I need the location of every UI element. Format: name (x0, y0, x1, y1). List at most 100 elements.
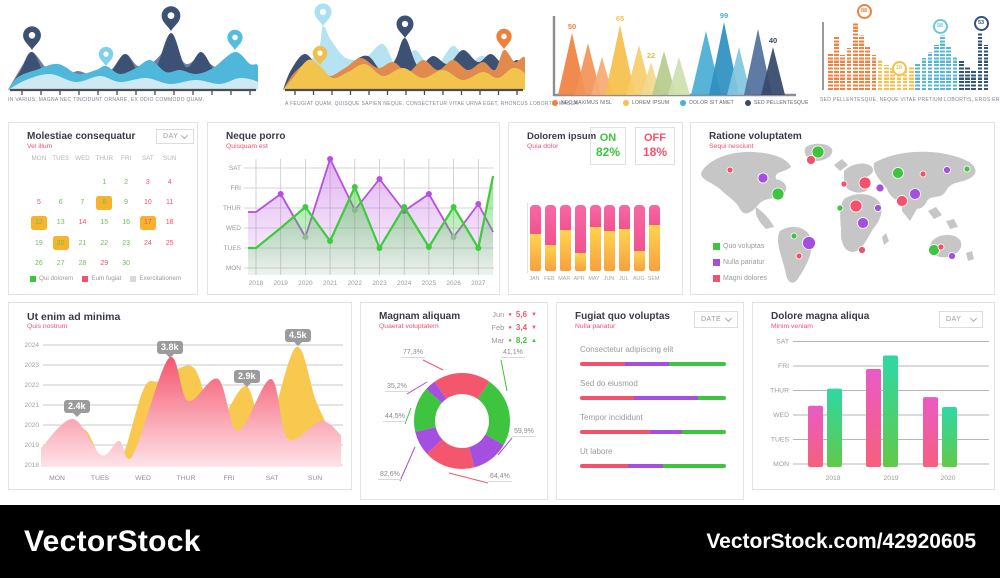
calendar-date[interactable]: 5 (36, 199, 41, 207)
calendar-date[interactable]: 28 (78, 260, 87, 268)
calendar-date[interactable]: 8 (96, 195, 113, 210)
legend-item: Eum fugiat (82, 275, 121, 282)
svg-text:2018: 2018 (825, 475, 840, 482)
svg-text:2026: 2026 (446, 280, 461, 287)
panel-title: Dolore magna aliqua (771, 311, 870, 322)
chevron-down-icon (724, 314, 733, 323)
month-label: APR (573, 276, 585, 282)
dashed-bar-columns (828, 22, 990, 90)
wave-chart-blue (8, 6, 258, 95)
dashed-bar (915, 63, 920, 90)
off-indicator: OFF 18% (635, 127, 675, 165)
day-dropdown[interactable]: DAY (939, 311, 983, 328)
progress-list-panel: Fugiat quo voluptas Nulla pariatur DATE … (556, 302, 744, 500)
day-dropdown-value: DAY (946, 316, 962, 323)
svg-text:FRI: FRI (778, 363, 789, 370)
calendar-date[interactable]: 3 (145, 178, 150, 186)
svg-text:SAT: SAT (266, 475, 279, 482)
weekday-label: THUR (95, 155, 114, 162)
legend-item: Quo voluptas (713, 243, 767, 250)
stat-row: Mar ● 8,2 ▲ (491, 336, 537, 345)
calendar-date[interactable]: 4 (167, 178, 172, 186)
calendar-panel: Molestiae consequatur Vel illum DAY MON T… (8, 122, 198, 295)
svg-text:65: 65 (616, 14, 624, 23)
svg-text:SAT: SAT (776, 339, 789, 346)
svg-text:2020: 2020 (298, 280, 313, 287)
value-tag: 3.8k (157, 341, 183, 358)
world-map-panel: Ratione voluptatem Sequi nesciunt (690, 122, 995, 295)
calendar-date[interactable]: 21 (78, 239, 87, 247)
calendar-date[interactable]: 18 (165, 219, 174, 227)
svg-text:2027: 2027 (471, 280, 486, 287)
watermark-url: VectorStock.com/42920605 (706, 529, 976, 553)
donut-percentage-label: 77,3% (401, 349, 425, 358)
calendar-date[interactable]: 9 (124, 199, 129, 207)
legend-item: Magni dolores (713, 275, 767, 282)
calendar-date[interactable]: 24 (143, 239, 152, 247)
svg-text:2019: 2019 (25, 442, 40, 449)
calendar-date[interactable]: 17 (139, 215, 156, 230)
calendar-date[interactable]: 11 (166, 199, 174, 207)
calendar-date[interactable]: 6 (58, 199, 63, 207)
calendar-date[interactable]: 13 (56, 219, 65, 227)
legend-item: Exercitationem (130, 275, 181, 282)
watermark-bar: VectorStock VectorStock.com/42920605 (0, 505, 1000, 578)
dashed-bar (971, 71, 976, 90)
world-map (701, 143, 976, 283)
donut-percentage-label: 59,9% (512, 428, 536, 437)
calendar-grid: 1 2 3 4 5 6 7 8 9 10 11 12 13 14 15 16 17 18 19 20 21 22 23 24 2… (28, 172, 181, 274)
calendar-date[interactable]: 12 (30, 215, 47, 230)
svg-text:FRI: FRI (224, 475, 235, 482)
calendar-date[interactable]: 16 (122, 219, 130, 227)
calendar-date[interactable]: 2 (124, 178, 129, 186)
dashed-bar (859, 35, 864, 90)
panel-subtitle: Quisquam est (226, 143, 268, 150)
on-indicator: ON 82% (590, 127, 626, 165)
date-dropdown[interactable]: DATE (694, 311, 738, 328)
calendar-date[interactable]: 26 (35, 260, 43, 268)
area-chart-panel: Ut enim ad minima Quis nostrum 2018 2019 2… (8, 302, 352, 490)
svg-text:2025: 2025 (422, 280, 437, 287)
weekday-label: TUES (52, 155, 70, 162)
peaks-chart: 50 65 22 99 40 (552, 11, 796, 97)
progress-bar (580, 396, 726, 400)
stacked-bar (619, 205, 631, 271)
calendar-date[interactable]: 14 (78, 219, 87, 227)
day-dropdown[interactable]: DAY (156, 129, 194, 144)
svg-text:TUES: TUES (91, 475, 110, 482)
svg-text:2023: 2023 (25, 362, 40, 369)
svg-text:2024: 2024 (397, 280, 412, 287)
svg-text:99: 99 (720, 11, 728, 20)
legend-item: DOLOR SIT AMET (680, 100, 734, 106)
calendar-date[interactable]: 20 (52, 236, 69, 251)
stacked-bar (649, 205, 661, 271)
calendar-date[interactable]: 23 (122, 239, 130, 247)
calendar-date[interactable]: 22 (100, 239, 109, 247)
area-chart: 2018 2019 2020 2021 2022 2023 2024 MON TUES WED TH… (25, 342, 343, 482)
dashed-bar (834, 36, 839, 90)
stats-list: Jun ● 5,6 ▼ Feb ● 3,4 ▼ Mar ● 8,2 ▲ (491, 310, 537, 349)
dashed-bar (871, 55, 877, 90)
calendar-date[interactable]: 27 (56, 260, 65, 268)
svg-text:THUR: THUR (770, 388, 789, 395)
donut-chart (399, 359, 513, 484)
calendar-date[interactable]: 29 (100, 260, 109, 268)
dashed-bar (958, 61, 964, 90)
month-label: JUL (618, 276, 629, 282)
svg-text:TUES: TUES (224, 245, 242, 252)
calendar-date[interactable]: 10 (143, 199, 152, 207)
calendar-date[interactable]: 7 (80, 199, 85, 207)
calendar-date[interactable]: 15 (100, 219, 109, 227)
legend-item: Nulla pariatur (713, 259, 767, 266)
dashed-bar (852, 22, 858, 90)
svg-text:MON: MON (226, 265, 241, 272)
calendar-date[interactable]: 30 (122, 260, 130, 268)
calendar-date[interactable]: 19 (35, 239, 43, 247)
dashed-bar (946, 47, 952, 90)
calendar-date[interactable]: 25 (165, 239, 174, 247)
dashed-bar (965, 67, 970, 90)
donut-percentage-label: 35,2% (385, 383, 409, 392)
legend-item: SED PELLENTESQUE (744, 100, 809, 106)
calendar-date[interactable]: 1 (102, 178, 107, 186)
